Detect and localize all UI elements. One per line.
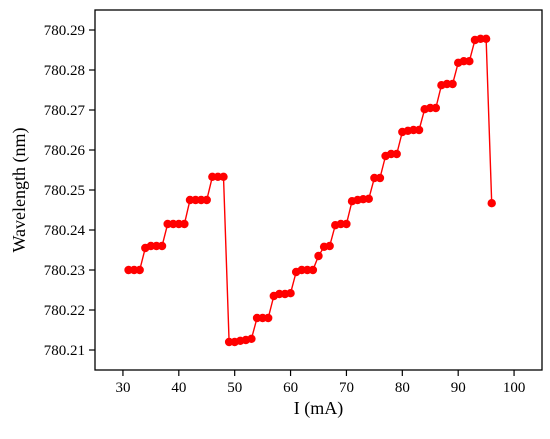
y-axis-label: Wavelength (nm)	[9, 127, 30, 252]
x-tick-label: 80	[395, 380, 410, 396]
x-tick-label: 60	[283, 380, 298, 396]
series-line	[128, 38, 493, 343]
x-axis-label: I (mA)	[294, 398, 343, 419]
data-point	[286, 289, 295, 298]
y-tick-label: 780.24	[44, 223, 86, 239]
data-point	[135, 265, 144, 275]
data-point	[325, 241, 334, 251]
x-tick-label: 50	[227, 380, 242, 396]
data-point	[414, 125, 424, 135]
data-point	[465, 57, 474, 66]
x-tick-label: 40	[171, 380, 186, 396]
data-point	[314, 251, 323, 261]
data-point	[364, 194, 373, 203]
y-tick-label: 780.23	[44, 263, 85, 279]
data-point	[308, 265, 318, 275]
data-point	[264, 313, 273, 323]
y-tick-label: 780.21	[44, 343, 85, 359]
y-tick-label: 780.29	[44, 23, 85, 39]
data-point	[180, 219, 189, 229]
plot-area	[124, 34, 496, 347]
y-tick-label: 780.22	[44, 303, 85, 319]
data-point	[247, 334, 256, 343]
x-tick-label: 90	[451, 380, 466, 396]
y-tick-label: 780.25	[44, 183, 85, 199]
data-point	[448, 79, 457, 89]
data-point	[342, 219, 351, 229]
data-point	[392, 149, 401, 159]
data-point	[219, 172, 228, 181]
x-axis: 30 40 50 60 70 80 90 100	[115, 370, 525, 396]
y-tick-label: 780.27	[44, 103, 86, 119]
data-point	[431, 103, 441, 113]
x-tick-label: 70	[339, 380, 354, 396]
y-tick-label: 780.28	[44, 63, 85, 79]
data-point	[487, 199, 496, 208]
data-point	[202, 195, 211, 205]
data-point	[375, 173, 385, 183]
x-tick-label: 100	[503, 380, 526, 396]
data-point	[481, 34, 491, 43]
y-tick-label: 780.26	[44, 143, 86, 159]
data-point	[157, 241, 167, 251]
plot-frame	[94, 9, 543, 371]
x-tick-label: 30	[115, 380, 130, 396]
y-axis: 780.21 780.22 780.23 780.24 780.25 780.26 780.…	[44, 23, 95, 359]
